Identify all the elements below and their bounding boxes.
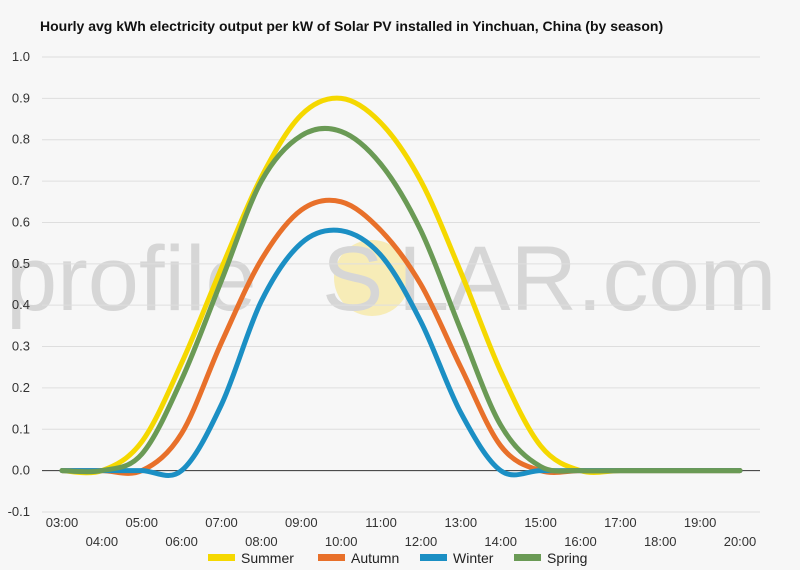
legend-swatch-winter xyxy=(420,554,447,561)
x-tick-label: 14:00 xyxy=(484,534,517,549)
y-tick-label: 0.6 xyxy=(12,214,30,229)
grid-lines xyxy=(42,56,760,513)
x-tick-label: 08:00 xyxy=(245,534,278,549)
y-axis: -0.1 0.0 0.1 0.2 0.3 0.4 0.5 0.6 0.7 0.8 0.9 1.0 xyxy=(8,49,30,519)
y-tick-label: 0.8 xyxy=(12,132,30,147)
x-tick-label: 19:00 xyxy=(684,515,717,530)
y-tick-label: 0.5 xyxy=(12,256,30,271)
x-tick-label: 07:00 xyxy=(205,515,238,530)
x-tick-label: 09:00 xyxy=(285,515,318,530)
x-tick-label: 15:00 xyxy=(524,515,557,530)
y-tick-label: 0.9 xyxy=(12,90,30,105)
y-tick-label: 0.4 xyxy=(12,297,30,312)
series-lines xyxy=(59,95,743,478)
y-tick-label: 0.3 xyxy=(12,339,30,354)
legend-swatch-summer xyxy=(208,554,235,561)
x-tick-label: 11:00 xyxy=(365,515,397,530)
x-tick-label: 04:00 xyxy=(86,534,119,549)
x-axis: 03:00 04:00 05:00 06:00 07:00 08:00 09:00 10:00… xyxy=(46,515,757,549)
x-tick-label: 18:00 xyxy=(644,534,677,549)
y-tick-label: 0.2 xyxy=(12,380,30,395)
legend-label-summer: Summer xyxy=(241,550,294,566)
x-tick-label: 05:00 xyxy=(125,515,158,530)
y-tick-label: 1.0 xyxy=(12,49,30,64)
legend-swatch-spring xyxy=(514,554,541,561)
legend-label-autumn: Autumn xyxy=(351,550,399,566)
x-tick-label: 16:00 xyxy=(564,534,597,549)
y-tick-label: 0.0 xyxy=(12,463,30,478)
x-tick-label: 10:00 xyxy=(325,534,358,549)
x-tick-label: 13:00 xyxy=(445,515,478,530)
watermark-text-middle: S xyxy=(322,228,383,330)
x-tick-label: 20:00 xyxy=(724,534,757,549)
legend-label-winter: Winter xyxy=(453,550,494,566)
legend-label-spring: Spring xyxy=(547,550,587,566)
x-tick-label: 17:00 xyxy=(604,515,637,530)
x-tick-label: 03:00 xyxy=(46,515,79,530)
watermark-sun-icon xyxy=(334,240,410,316)
chart-title: Hourly avg kWh electricity output per kW… xyxy=(40,18,664,34)
x-tick-label: 06:00 xyxy=(165,534,198,549)
legend-swatch-autumn xyxy=(318,554,345,561)
y-tick-label: -0.1 xyxy=(8,504,30,519)
x-tick-label: 12:00 xyxy=(405,534,438,549)
y-tick-label: 0.1 xyxy=(12,421,30,436)
y-tick-label: 0.7 xyxy=(12,173,30,188)
legend: Summer Autumn Winter Spring xyxy=(208,550,587,566)
series-line-spring xyxy=(59,125,743,475)
